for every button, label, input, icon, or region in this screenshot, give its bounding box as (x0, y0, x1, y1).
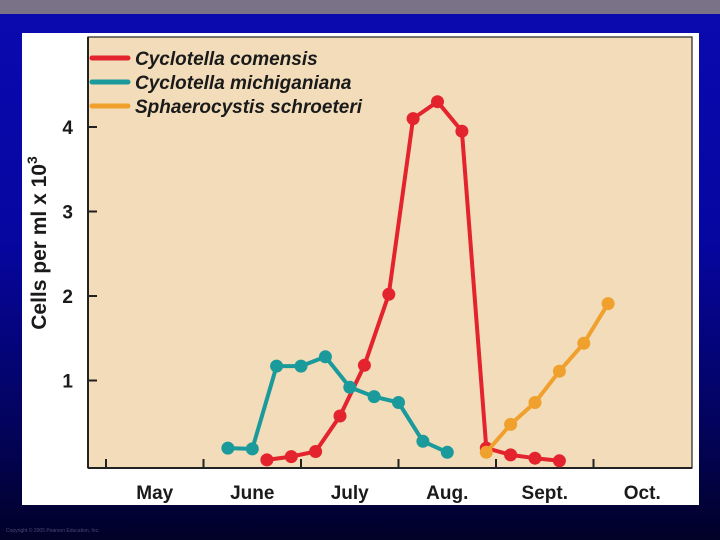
data-point-cyclotella-michiganiana-0 (221, 441, 235, 455)
data-point-cyclotella-michiganiana-5 (343, 380, 357, 394)
data-point-cyclotella-comensis-12 (552, 454, 566, 468)
data-point-cyclotella-comensis-0 (260, 453, 274, 467)
legend-label-sphaerocystis-schroeteri: Sphaerocystis schroeteri (135, 97, 363, 118)
data-point-cyclotella-michiganiana-7 (392, 396, 405, 409)
x-tick-label-sept: Sept. (522, 483, 568, 504)
data-point-cyclotella-comensis-5 (382, 287, 396, 301)
data-point-cyclotella-comensis-6 (406, 112, 420, 126)
series-sphaerocystis-schroeteri (479, 297, 615, 459)
data-point-cyclotella-comensis-2 (309, 445, 323, 458)
y-axis-label-exponent: 3 (24, 156, 40, 164)
data-point-cyclotella-michiganiana-2 (270, 359, 284, 373)
x-tick-label-aug: Aug. (426, 483, 468, 504)
x-tick-label-oct: Oct. (624, 483, 661, 504)
slide-panel: 1 2 3 4 May June July Aug. Sept. Oct. Cyclotella … (22, 33, 699, 505)
slide-top-bar (0, 0, 720, 14)
data-point-cyclotella-michiganiana-4 (318, 350, 332, 364)
data-point-cyclotella-michiganiana-1 (245, 442, 259, 456)
y-axis-label: Cells per ml x 103 (24, 156, 51, 330)
data-point-sphaerocystis-schroeteri-2 (528, 396, 542, 409)
y-tick-label-3: 3 (62, 203, 73, 224)
legend: Cyclotella comensis Cyclotella michigania… (89, 49, 363, 118)
y-tick-label-4: 4 (62, 118, 73, 139)
data-point-cyclotella-michiganiana-6 (367, 390, 381, 404)
data-point-cyclotella-comensis-10 (504, 448, 518, 462)
data-point-cyclotella-comensis-3 (333, 409, 347, 423)
series-cyclotella-comensis (260, 95, 566, 468)
data-point-cyclotella-comensis-7 (431, 95, 444, 109)
data-point-cyclotella-michiganiana-9 (440, 445, 454, 459)
data-point-cyclotella-comensis-11 (528, 451, 542, 465)
data-point-cyclotella-comensis-4 (357, 358, 371, 372)
data-point-sphaerocystis-schroeteri-1 (504, 417, 518, 431)
y-tick-label-1: 1 (62, 372, 73, 393)
data-point-sphaerocystis-schroeteri-4 (577, 336, 591, 350)
series-cyclotella-michiganiana (221, 350, 454, 459)
chart: 1 2 3 4 May June July Aug. Sept. Oct. Cyclotella … (24, 36, 693, 504)
data-point-cyclotella-comensis-1 (284, 450, 298, 464)
data-point-cyclotella-michiganiana-3 (294, 359, 308, 373)
data-point-cyclotella-michiganiana-8 (416, 434, 430, 448)
data-point-sphaerocystis-schroeteri-5 (601, 297, 615, 311)
series-line-cyclotella-michiganiana (227, 354, 449, 455)
x-tick-label-may: May (136, 483, 173, 504)
legend-label-cyclotella-michiganiana: Cyclotella michiganiana (135, 73, 352, 94)
y-tick-label-2: 2 (62, 287, 73, 308)
data-point-sphaerocystis-schroeteri-0 (479, 445, 493, 459)
y-axis-label-text: Cells per ml x 10 (28, 164, 51, 330)
plot-area (87, 36, 693, 469)
legend-label-cyclotella-comensis: Cyclotella comensis (135, 49, 318, 70)
x-tick-label-june: June (230, 483, 274, 504)
x-tick-label-july: July (331, 483, 369, 504)
data-point-sphaerocystis-schroeteri-3 (552, 364, 566, 378)
copyright-notice: Copyright © 2005 Pearson Education, Inc. (6, 528, 100, 534)
data-point-cyclotella-comensis-8 (455, 124, 469, 138)
